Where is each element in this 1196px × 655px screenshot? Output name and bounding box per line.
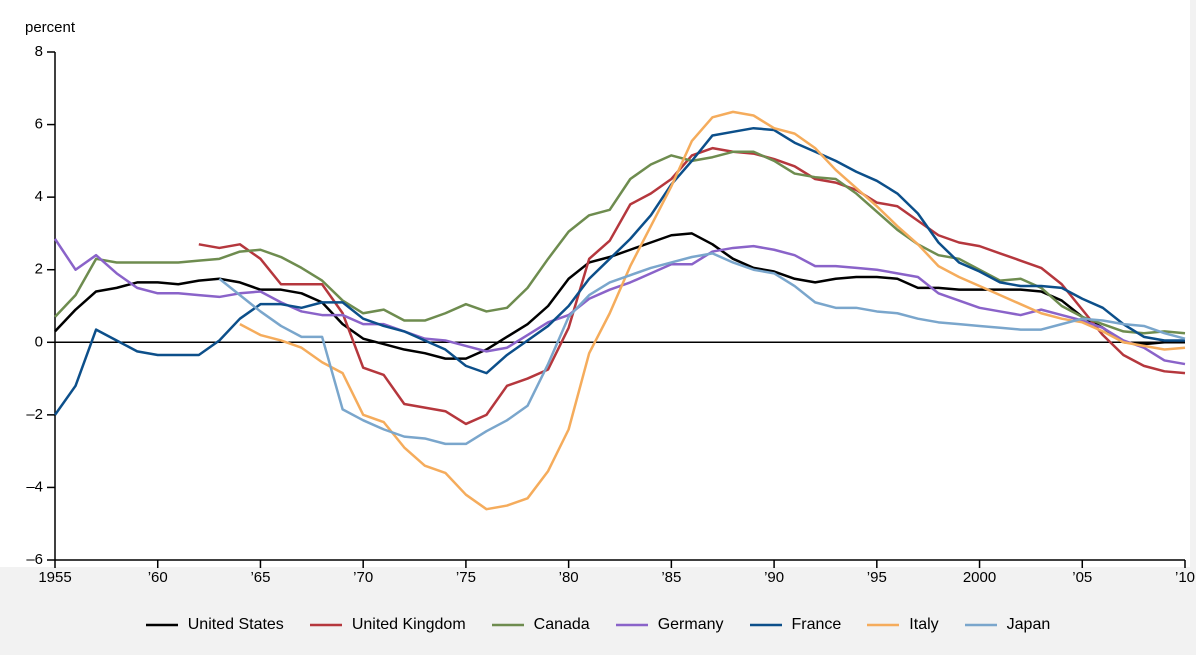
y-tick-label: 4 (35, 188, 43, 205)
legend-item: Canada (491, 616, 590, 634)
x-tick-label: ’65 (250, 569, 270, 586)
x-tick-label: ’10 (1175, 569, 1195, 586)
x-tick-label: ’70 (353, 569, 373, 586)
legend-label: United Kingdom (351, 616, 466, 633)
series-line (53, 126, 1185, 416)
legend-swatch (309, 623, 342, 627)
legend-swatch (749, 623, 782, 627)
x-tick-label: ’05 (1072, 569, 1092, 586)
series-line (53, 238, 1186, 366)
x-tick-label: 2000 (963, 569, 996, 586)
y-tick-label: 2 (35, 261, 43, 278)
legend-item: Germany (615, 616, 724, 634)
y-tick-label: –4 (26, 478, 43, 495)
legend-item: Italy (867, 616, 939, 634)
x-tick-label: ’95 (867, 569, 887, 586)
legend-swatch (615, 623, 648, 627)
legend-label: France (791, 616, 842, 633)
x-tick-label: 1955 (38, 569, 71, 586)
series-line (54, 232, 1185, 360)
y-tick-label: 0 (35, 333, 43, 350)
legend: United States United Kingdom Canada Germany… (0, 616, 1196, 634)
x-tick-label: ’60 (148, 569, 168, 586)
legend-label: Canada (533, 616, 590, 633)
x-tick-label: ’80 (559, 569, 579, 586)
legend-label: Italy (909, 616, 939, 633)
x-tick-label: ’85 (661, 569, 681, 586)
y-tick-label: 6 (35, 116, 43, 133)
series-line (218, 252, 1186, 446)
series-line (198, 146, 1186, 426)
series-line (54, 150, 1186, 335)
y-tick-label: –6 (26, 551, 43, 568)
legend-item: France (749, 616, 842, 634)
x-tick-label: ’90 (764, 569, 784, 586)
y-tick-label: 8 (35, 43, 43, 60)
chart: percent –6 –4 –2 0 2 4 6 8 1955 ’60 ’65 ’70 ’75 ’80 ’8… (0, 0, 1195, 586)
legend-item: United Kingdom (309, 616, 466, 634)
x-tick-label: ’75 (456, 569, 476, 586)
legend-swatch (964, 623, 997, 627)
legend-label: Japan (1006, 616, 1051, 633)
legend-swatch (867, 623, 900, 627)
y-axis-label: percent (25, 19, 76, 36)
legend-item: United States (145, 616, 284, 634)
series-line (239, 110, 1186, 511)
legend-label: Germany (657, 616, 724, 633)
legend-swatch (491, 623, 524, 627)
plot-background (0, 0, 1190, 567)
legend-item: Japan (964, 616, 1051, 634)
y-tick-label: –2 (26, 406, 43, 423)
legend-swatch (145, 623, 178, 627)
legend-label: United States (187, 616, 284, 633)
